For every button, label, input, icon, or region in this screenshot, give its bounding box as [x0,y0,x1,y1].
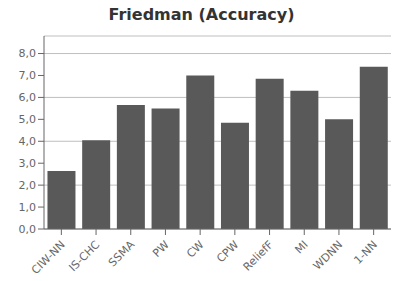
html-text:Friedman (Accuracy): Friedman (Accuracy) [108,5,295,24]
svg-text:0,0: 0,0 [19,223,37,236]
svg-text:2,0: 2,0 [19,179,37,192]
svg-text:1,0: 1,0 [19,201,37,214]
svg-text:8,0: 8,0 [19,47,37,60]
svg-text:CPW: CPW [214,238,241,265]
svg-text:PW: PW [150,238,172,260]
svg-text:3,0: 3,0 [19,157,37,170]
svg-text:1-NN: 1-NN [351,238,380,267]
svg-text:7,0: 7,0 [19,69,37,82]
svg-text:SSMA: SSMA [106,238,137,269]
svg-text:CW: CW [184,238,206,260]
svg-text:ReliefF: ReliefF [241,238,276,273]
svg-text:MI: MI [292,238,310,256]
svg-text:WDNN: WDNN [311,238,346,273]
svg-text:4,0: 4,0 [19,135,37,148]
svg-text:IS-CHC: IS-CHC [66,238,102,274]
svg-text:6,0: 6,0 [19,91,37,104]
svg-text:5,0: 5,0 [19,113,37,126]
svg-text:CIW-NN: CIW-NN [29,238,68,277]
